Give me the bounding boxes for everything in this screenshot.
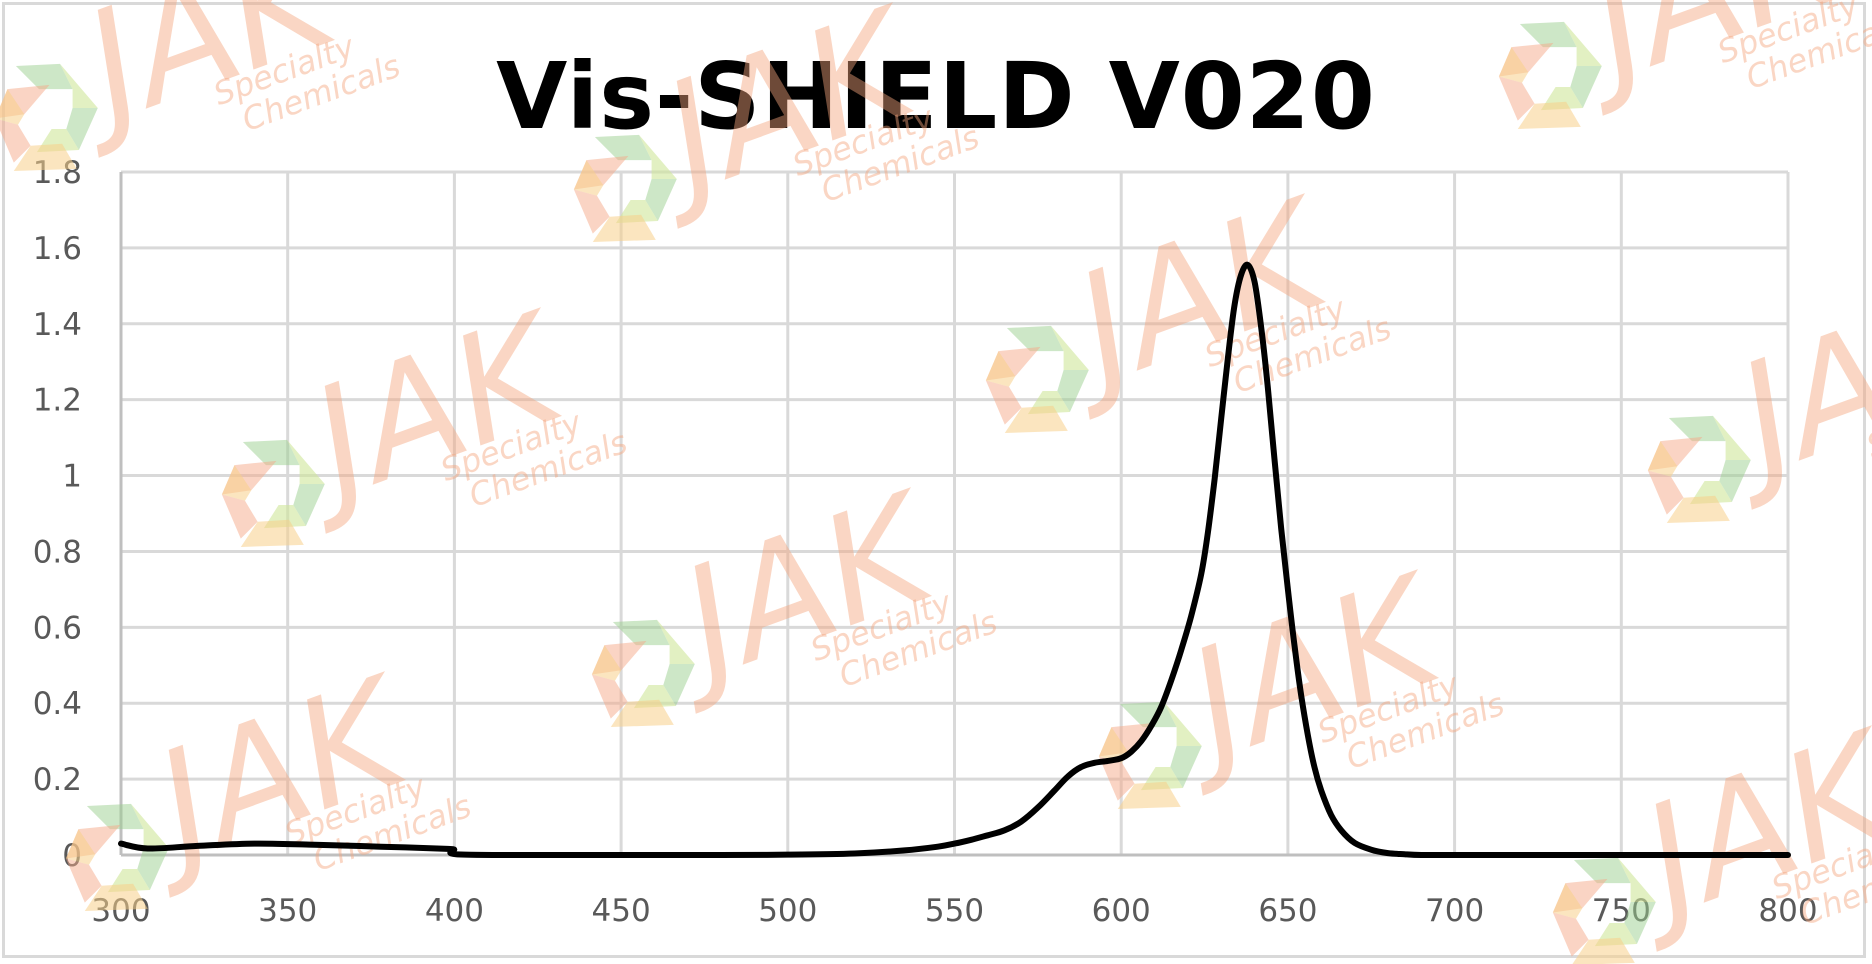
jak-watermark <box>1648 245 1872 542</box>
y-tick-label: 0.8 <box>33 534 82 570</box>
jak-watermark <box>66 633 476 930</box>
absorbance-curve <box>118 261 1791 859</box>
x-tick-label: 650 <box>1258 893 1317 929</box>
jak-watermark <box>986 155 1396 452</box>
jak-watermark <box>222 269 632 566</box>
y-tick-label: 1.2 <box>33 383 82 419</box>
x-tick-label: 400 <box>425 893 484 929</box>
y-tick-label: 0.6 <box>33 610 82 646</box>
y-tick-label: 1.4 <box>33 307 82 343</box>
x-axis-tick-labels: 300 350 400 450 500 550 600 650 700 750 800 <box>91 893 1817 929</box>
x-tick-label: 600 <box>1092 893 1151 929</box>
jak-watermark <box>1099 531 1509 828</box>
y-tick-label: 1.6 <box>33 231 82 267</box>
jak-watermark <box>592 449 1002 746</box>
x-tick-label: 550 <box>925 893 984 929</box>
y-tick-label: 0.2 <box>33 762 82 798</box>
x-tick-label: 700 <box>1425 893 1484 929</box>
x-tick-label: 500 <box>758 893 817 929</box>
y-axis-tick-labels: 00.20.40.60.811.21.41.61.8 <box>33 155 82 874</box>
x-tick-label: 450 <box>592 893 651 929</box>
x-tick-label: 350 <box>258 893 317 929</box>
y-tick-label: 0.4 <box>33 686 82 722</box>
jak-watermark <box>0 0 405 190</box>
y-tick-label: 1 <box>62 459 82 495</box>
jak-watermark <box>1499 0 1872 148</box>
